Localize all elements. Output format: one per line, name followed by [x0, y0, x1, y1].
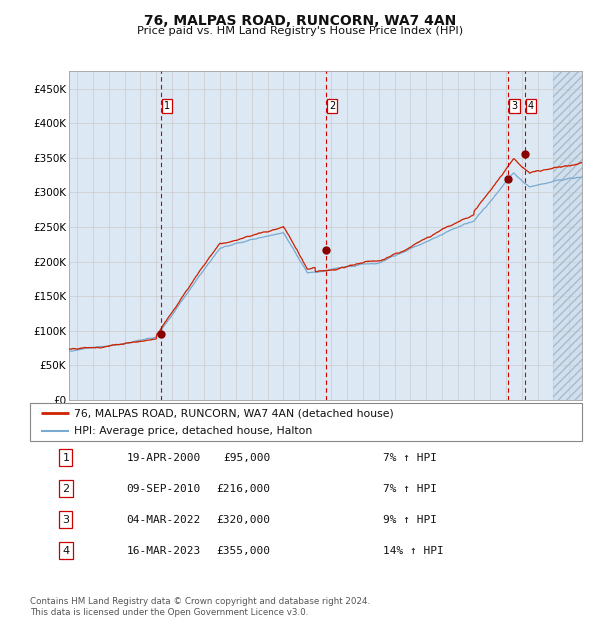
- Text: 7% ↑ HPI: 7% ↑ HPI: [383, 484, 437, 494]
- Bar: [553, 71, 582, 400]
- Text: £95,000: £95,000: [223, 453, 270, 463]
- Text: £320,000: £320,000: [216, 515, 270, 525]
- Text: Price paid vs. HM Land Registry's House Price Index (HPI): Price paid vs. HM Land Registry's House …: [137, 26, 463, 36]
- Text: 04-MAR-2022: 04-MAR-2022: [127, 515, 201, 525]
- Text: 09-SEP-2010: 09-SEP-2010: [127, 484, 201, 494]
- Text: 16-MAR-2023: 16-MAR-2023: [127, 546, 201, 556]
- Text: 3: 3: [511, 101, 517, 111]
- Text: 4: 4: [62, 546, 70, 556]
- Text: 1: 1: [62, 453, 70, 463]
- Text: 2: 2: [329, 101, 335, 111]
- Text: HPI: Average price, detached house, Halton: HPI: Average price, detached house, Halt…: [74, 426, 313, 436]
- FancyBboxPatch shape: [30, 403, 582, 441]
- Text: £216,000: £216,000: [216, 484, 270, 494]
- Bar: [553, 71, 582, 400]
- Text: Contains HM Land Registry data © Crown copyright and database right 2024.
This d: Contains HM Land Registry data © Crown c…: [30, 598, 370, 617]
- Text: 14% ↑ HPI: 14% ↑ HPI: [383, 546, 444, 556]
- Text: 3: 3: [62, 515, 70, 525]
- Text: 7% ↑ HPI: 7% ↑ HPI: [383, 453, 437, 463]
- Text: 19-APR-2000: 19-APR-2000: [127, 453, 201, 463]
- Text: 4: 4: [528, 101, 534, 111]
- Text: 76, MALPAS ROAD, RUNCORN, WA7 4AN: 76, MALPAS ROAD, RUNCORN, WA7 4AN: [144, 14, 456, 28]
- Text: 9% ↑ HPI: 9% ↑ HPI: [383, 515, 437, 525]
- Text: 76, MALPAS ROAD, RUNCORN, WA7 4AN (detached house): 76, MALPAS ROAD, RUNCORN, WA7 4AN (detac…: [74, 409, 394, 419]
- Text: 2: 2: [62, 484, 70, 494]
- Text: £355,000: £355,000: [216, 546, 270, 556]
- Text: 1: 1: [164, 101, 170, 111]
